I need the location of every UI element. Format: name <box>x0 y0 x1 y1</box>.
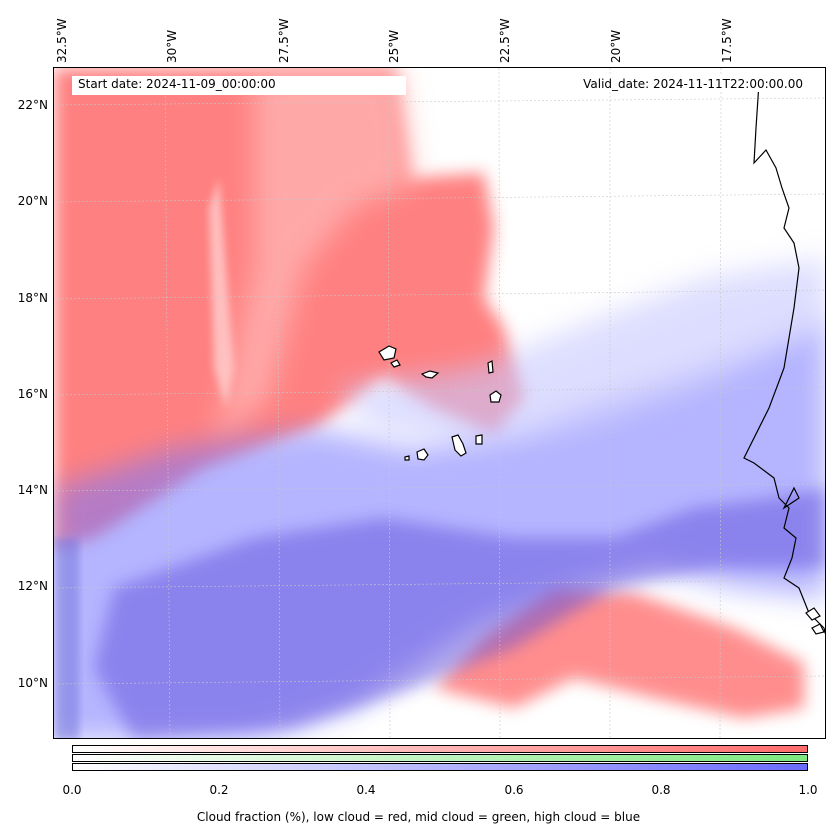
lat-label-22n: 22°N <box>17 98 48 112</box>
lat-label-12n: 12°N <box>17 579 48 593</box>
high-cloud-layer <box>54 258 825 738</box>
low-cloud-edge <box>214 68 414 448</box>
lon-label-22-5w: 22.5°W <box>498 18 512 63</box>
colorbar-tick-0-4: 0.4 <box>356 783 376 797</box>
graticule <box>54 68 825 738</box>
island-maio <box>475 434 483 445</box>
island-brava <box>404 455 410 461</box>
lat-label-14n: 14°N <box>17 483 48 497</box>
colorbar-tick-0-6: 0.6 <box>504 783 524 797</box>
cloud-fraction-map <box>54 68 825 738</box>
colorbar-tick-0-8: 0.8 <box>651 783 671 797</box>
island-sao-vicente <box>390 359 401 368</box>
cape-verde-islands <box>378 345 825 635</box>
island-sal <box>487 360 494 374</box>
lon-label-17-5w: 17.5°W <box>720 18 734 63</box>
valid-date-label: Valid_date: 2024-11-11T22:00:00.00 <box>577 76 809 92</box>
colorbar-tick-0-2: 0.2 <box>209 783 229 797</box>
colorbar-low-cloud <box>72 745 808 753</box>
lon-label-25w: 25°W <box>387 29 401 63</box>
colorbar-title: Cloud fraction (%), low cloud = red, mid… <box>196 810 641 824</box>
lat-label-20n: 20°N <box>17 194 48 208</box>
colorbar-mid-cloud <box>72 754 808 762</box>
west-africa-coastline <box>743 82 825 635</box>
island-boa-vista <box>489 390 502 403</box>
lon-label-32-5w: 32.5°W <box>55 18 69 63</box>
lat-label-16n: 16°N <box>17 387 48 401</box>
coastline <box>743 82 825 635</box>
lat-label-18n: 18°N <box>17 291 48 305</box>
island-sao-nicolau <box>420 370 440 379</box>
lat-label-10n: 10°N <box>17 676 48 690</box>
island-bijagos-1 <box>805 607 821 621</box>
colorbar <box>72 745 808 771</box>
high-cloud-core <box>94 488 825 738</box>
start-date-label: Start date: 2024-11-09_00:00:00 <box>72 76 406 95</box>
lon-label-20w: 20°W <box>609 29 623 63</box>
island-santo-antao <box>378 345 397 361</box>
low-cloud-streak <box>209 178 234 408</box>
high-cloud-left-edge <box>54 538 79 738</box>
high-cloud-light <box>334 258 825 448</box>
map-area[interactable] <box>53 67 826 739</box>
coast-inlet <box>782 486 800 510</box>
colorbar-high-cloud <box>72 763 808 771</box>
island-fogo <box>416 448 429 461</box>
colorbar-tick-1: 1.0 <box>798 783 818 797</box>
lon-label-30w: 30°W <box>165 29 179 63</box>
island-santiago <box>451 434 467 457</box>
colorbar-tick-0: 0.0 <box>62 783 82 797</box>
island-bijagos-2 <box>811 623 825 635</box>
lon-label-27-5w: 27.5°W <box>277 18 291 63</box>
